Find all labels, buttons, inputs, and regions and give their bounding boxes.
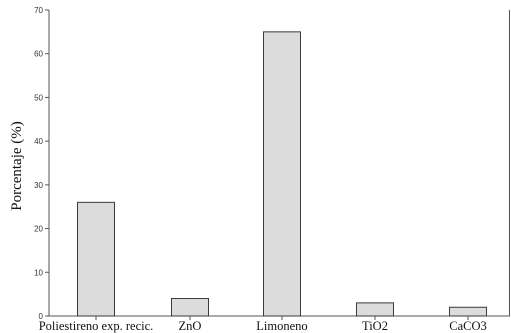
x-tick-label: CaCO3 — [449, 319, 487, 333]
x-tick-label: ZnO — [179, 319, 202, 333]
y-tick-label: 10 — [34, 268, 43, 277]
x-axis-ticks: Poliestireno exp. recic. ZnO Limoneno TiO2 C… — [39, 316, 487, 333]
bar-limoneno — [263, 31, 301, 317]
y-tick-label: 30 — [34, 181, 43, 190]
bars-group — [77, 31, 487, 317]
y-tick-label: 40 — [34, 137, 43, 146]
x-tick-label: Poliestireno exp. recic. — [39, 319, 154, 333]
x-tick-label: Limoneno — [256, 319, 307, 333]
y-axis-ticks: 0 10 20 30 40 50 60 70 — [34, 6, 49, 321]
y-tick-label: 70 — [34, 6, 43, 15]
bar-caco3 — [449, 306, 487, 317]
bar-poliestireno-exp-recic — [77, 201, 115, 317]
y-tick-label: 0 — [39, 312, 44, 321]
y-tick-label: 50 — [34, 93, 43, 102]
bar-zno — [171, 298, 209, 317]
bar-tio2 — [356, 302, 394, 317]
y-axis-title: Porcentaje (%) — [9, 121, 25, 211]
y-tick-label: 60 — [34, 50, 43, 59]
y-tick-label: 20 — [34, 225, 43, 234]
x-tick-label: TiO2 — [362, 319, 388, 333]
